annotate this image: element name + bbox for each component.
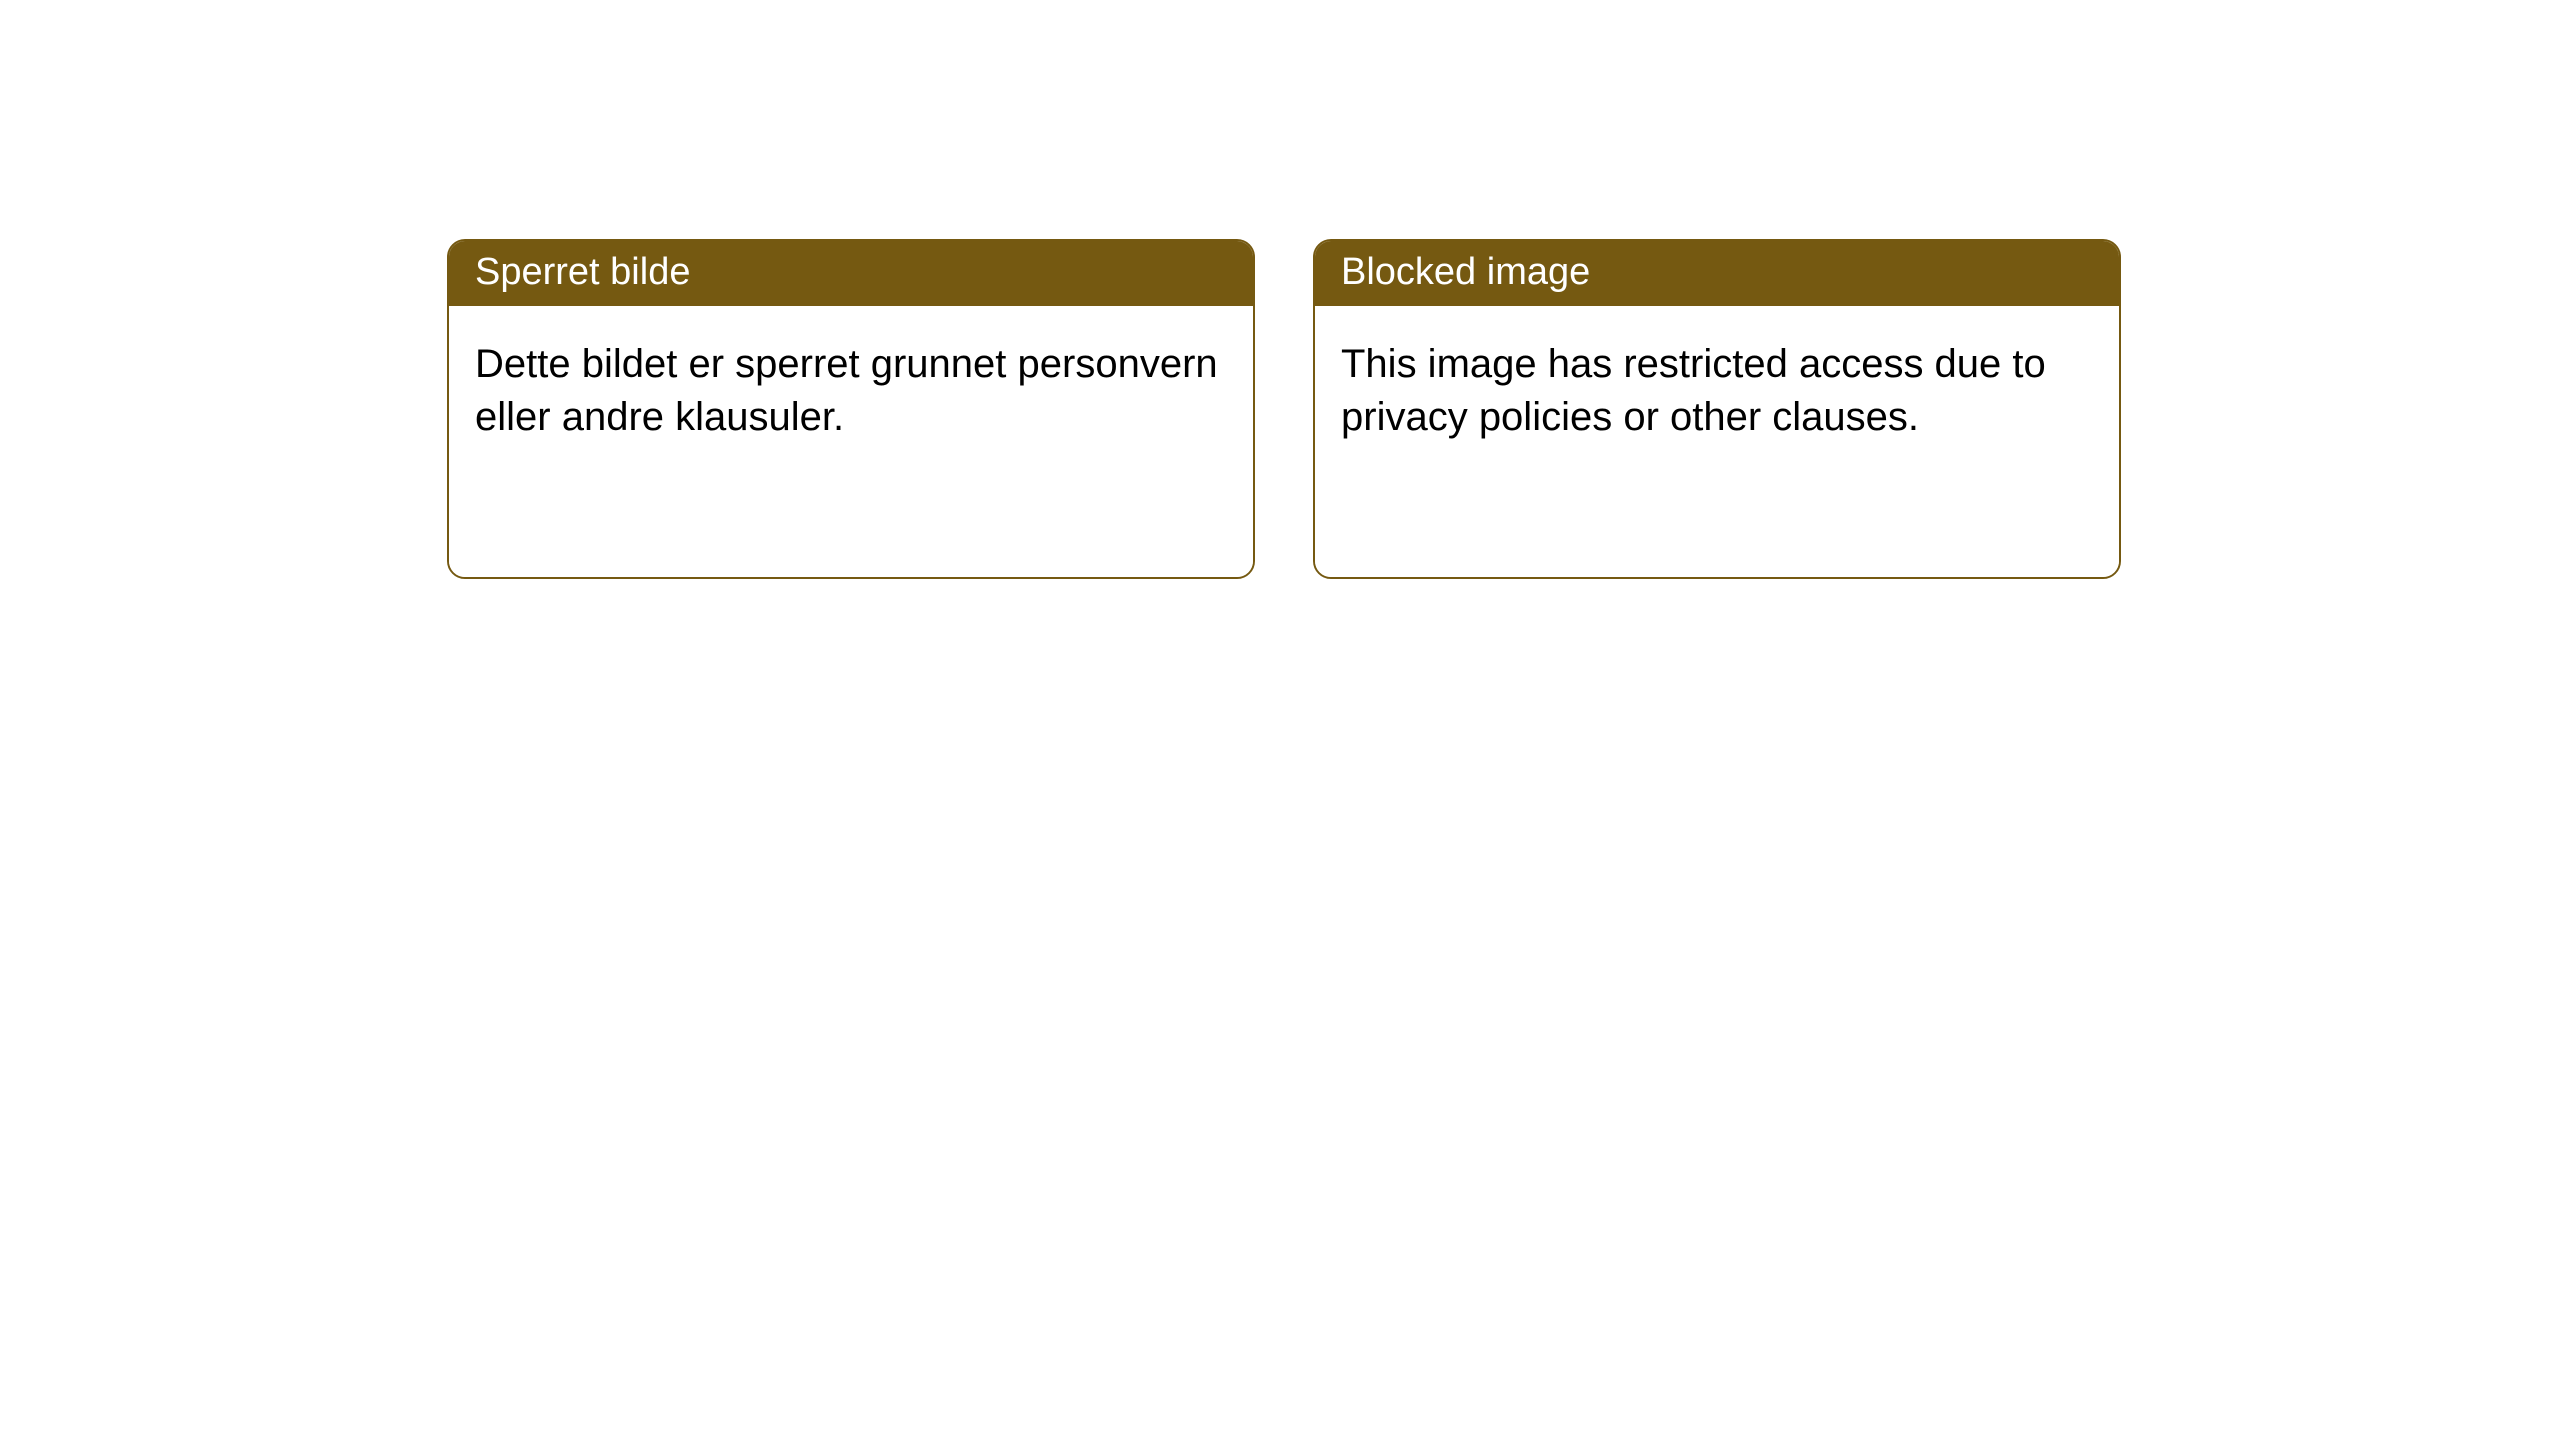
notice-card-norwegian: Sperret bilde Dette bildet er sperret gr…: [447, 239, 1255, 579]
notice-header: Sperret bilde: [449, 241, 1253, 306]
notice-container: Sperret bilde Dette bildet er sperret gr…: [447, 239, 2121, 579]
notice-body: Dette bildet er sperret grunnet personve…: [449, 306, 1253, 577]
notice-body: This image has restricted access due to …: [1315, 306, 2119, 577]
notice-card-english: Blocked image This image has restricted …: [1313, 239, 2121, 579]
notice-header: Blocked image: [1315, 241, 2119, 306]
